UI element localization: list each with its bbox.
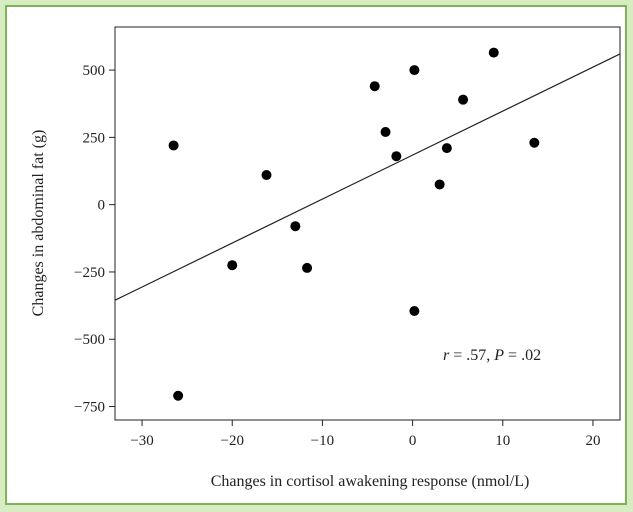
data-point (458, 94, 469, 105)
data-point (168, 140, 179, 151)
regression-line-group (115, 53, 620, 301)
y-axis-ticks: 500 250 0 −250 −500 −750 (74, 63, 115, 416)
data-point (441, 143, 452, 154)
figure-frame (5, 5, 627, 505)
r-symbol: r (443, 347, 450, 364)
x-tick-label: −20 (220, 433, 243, 449)
y-tick-label: −500 (74, 332, 105, 348)
x-axis-ticks: −30 −20 −10 0 10 20 (130, 420, 600, 449)
y-tick-label: 250 (83, 130, 106, 146)
p-symbol: P (493, 347, 504, 364)
plot-area (114, 26, 621, 421)
data-point (380, 126, 391, 137)
data-point (369, 81, 380, 92)
y-tick-label: 500 (83, 63, 106, 79)
data-point (409, 65, 420, 76)
correlation-annotation: r = .57, P = .02 (443, 347, 541, 364)
y-tick-label: 0 (98, 198, 106, 214)
data-point (173, 390, 184, 401)
y-axis-title: Changes in abdominal fat (g) (30, 130, 47, 317)
regression-line (115, 53, 620, 301)
x-tick-label: −30 (130, 433, 153, 449)
data-point (434, 179, 445, 190)
data-point (227, 260, 238, 271)
data-point (488, 47, 499, 58)
x-tick-label: −10 (311, 433, 334, 449)
x-tick-label: 10 (495, 433, 510, 449)
data-point (261, 170, 272, 181)
y-tick-label: −250 (74, 265, 105, 281)
x-axis-title: Changes in cortisol awakening response (… (211, 473, 530, 490)
data-point (290, 221, 301, 232)
y-tick-label: −750 (74, 400, 105, 416)
x-tick-label: 0 (409, 433, 417, 449)
data-point (409, 305, 420, 316)
p-value-text: = .02 (508, 347, 541, 364)
x-tick-label: 20 (585, 433, 600, 449)
r-value-text: = .57, (453, 347, 494, 364)
data-point (529, 137, 540, 148)
data-point (302, 262, 313, 273)
data-point (391, 151, 402, 162)
data-points (168, 47, 540, 401)
